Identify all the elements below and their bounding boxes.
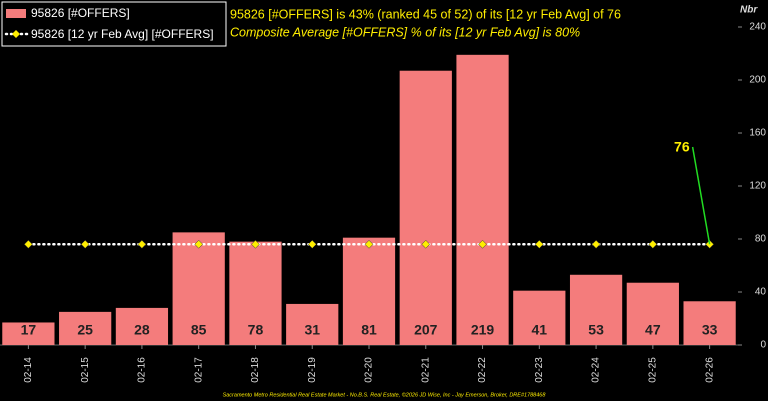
x-tick-label: 02-14 <box>23 357 34 383</box>
legend-box <box>1 1 227 47</box>
x-tick-label: 02-20 <box>364 357 375 383</box>
legend-label: 95826 [12 yr Feb Avg] [#OFFERS] <box>31 27 214 41</box>
annotation: 76 <box>674 139 690 155</box>
x-tick-label: 02-16 <box>137 357 148 383</box>
y-tick-label: 80 <box>755 234 767 245</box>
y-axis-label: Nbr <box>740 5 758 16</box>
x-tick-label: 02-21 <box>420 357 431 383</box>
y-tick-label: 120 <box>749 181 766 192</box>
average-marker <box>648 239 658 249</box>
bar-value-label: 33 <box>702 322 718 338</box>
x-tick-label: 02-26 <box>704 357 715 383</box>
bar-value-label: 17 <box>21 322 37 338</box>
annotation-line <box>691 146 711 245</box>
bar-value-label: 81 <box>361 322 377 338</box>
bar-value-label: 41 <box>532 322 548 338</box>
footer: Sacramento Metro Residential Real Estate… <box>223 391 547 398</box>
legend-swatch <box>6 9 26 18</box>
bar-value-label: 85 <box>191 322 207 338</box>
bar-value-label: 219 <box>471 322 495 338</box>
x-tick-label: 02-17 <box>193 357 204 383</box>
chart-title: 95826 [#OFFERS] is 43% (ranked 45 of 52)… <box>230 7 621 21</box>
bar <box>115 307 169 345</box>
x-tick-label: 02-24 <box>591 357 602 383</box>
bar <box>626 282 679 345</box>
bar <box>172 232 225 345</box>
y-tick-label: 200 <box>749 75 766 86</box>
average-marker <box>421 239 431 249</box>
average-marker <box>24 239 33 249</box>
bar <box>683 301 736 345</box>
bar-value-label: 31 <box>304 322 320 338</box>
bar <box>456 54 509 345</box>
bar-value-label: 78 <box>248 322 264 338</box>
x-tick-label: 02-19 <box>307 357 318 383</box>
legend-label: 95826 [#OFFERS] <box>31 6 130 20</box>
average-marker <box>307 239 317 249</box>
bar <box>399 70 452 345</box>
bar <box>59 311 112 345</box>
y-tick-label: 160 <box>749 128 766 139</box>
y-tick-label: 0 <box>760 340 766 351</box>
bar <box>513 290 566 345</box>
average-marker <box>194 239 204 249</box>
bar <box>2 322 55 345</box>
bar-value-label: 28 <box>134 322 150 338</box>
average-marker <box>137 239 147 249</box>
average-marker <box>478 239 487 249</box>
bar-value-label: 25 <box>77 322 93 338</box>
average-marker <box>591 239 601 249</box>
y-tick-label: 40 <box>755 287 767 298</box>
bar <box>286 303 339 345</box>
bar <box>229 241 282 345</box>
average-marker <box>251 239 260 249</box>
legend-swatch <box>12 30 20 38</box>
bar-value-label: 207 <box>414 322 438 338</box>
x-tick-label: 02-23 <box>534 357 545 383</box>
x-tick-label: 02-25 <box>647 357 658 383</box>
average-marker <box>534 239 544 249</box>
y-tick-label: 240 <box>749 22 766 33</box>
average-marker <box>364 239 374 249</box>
bar-value-label: 47 <box>645 322 661 338</box>
x-tick-label: 02-22 <box>477 357 488 383</box>
x-tick-label: 02-15 <box>80 357 91 383</box>
average-marker <box>80 239 90 249</box>
bar <box>342 237 396 345</box>
bar <box>569 274 623 345</box>
chart-subtitle: Composite Average [#OFFERS] % of its [12… <box>230 25 580 39</box>
bar-value-label: 53 <box>588 322 604 338</box>
x-tick-label: 02-18 <box>250 357 261 383</box>
